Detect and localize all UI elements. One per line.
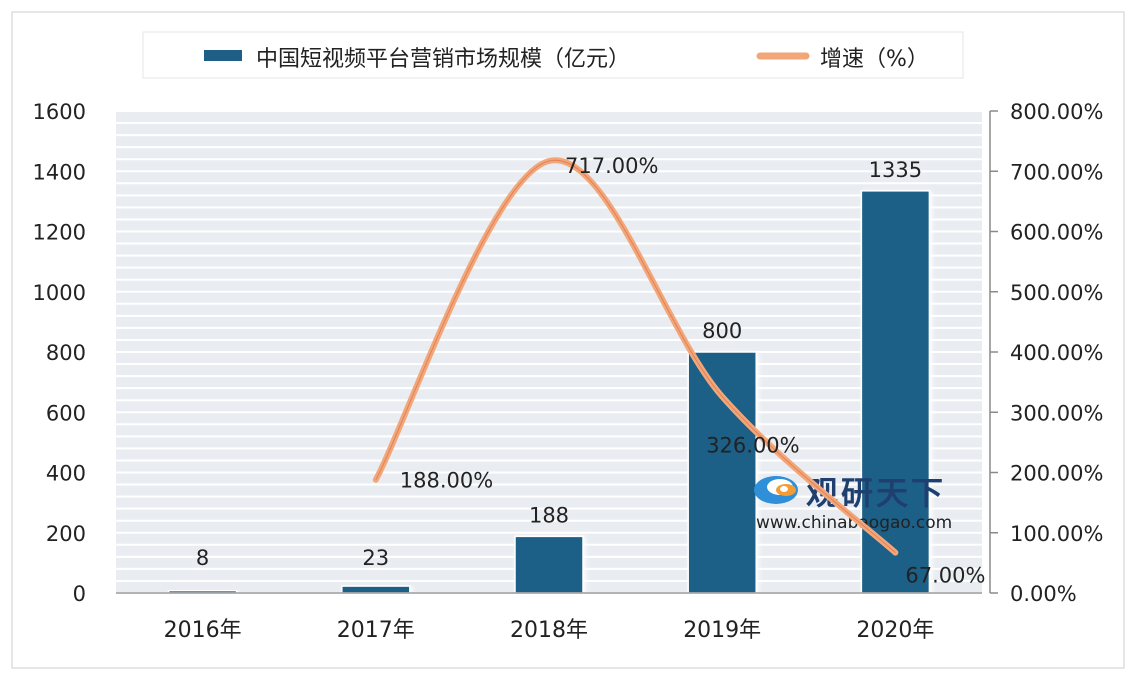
growth-value-label: 188.00% xyxy=(400,469,493,493)
legend-bar-swatch xyxy=(204,50,242,61)
watermark: 观研天下 www.chinabaogao.com xyxy=(754,474,952,533)
bar-value-label: 23 xyxy=(362,546,389,570)
bar-value-label: 188 xyxy=(529,503,569,527)
watermark-url: www.chinabaogao.com xyxy=(756,513,952,533)
y-right-tick-label: 600.00% xyxy=(1010,221,1103,245)
legend-line-label: 增速（%） xyxy=(820,47,929,72)
y-right-tick-label: 500.00% xyxy=(1010,281,1103,305)
legend-bar-label: 中国短视频平台营销市场规模（亿元） xyxy=(256,47,630,72)
growth-line-highlight xyxy=(375,159,896,554)
y-right-tick-label: 100.00% xyxy=(1010,522,1103,546)
y-left-tick-label: 600 xyxy=(46,401,86,425)
bar xyxy=(687,351,757,594)
bar-value-label: 800 xyxy=(702,319,742,343)
y-left-tick-label: 1200 xyxy=(33,221,86,245)
x-tick-label: 2020年 xyxy=(856,618,934,643)
y-left-tick-label: 1000 xyxy=(33,281,86,305)
x-tick-label: 2019年 xyxy=(683,618,761,643)
axes: 0 200 400 600 800 1000 1200 1400 1600 0.00% 100.00… xyxy=(33,100,1104,643)
y-right-tick-label: 700.00% xyxy=(1010,160,1103,184)
growth-value-label: 67.00% xyxy=(905,564,985,588)
y-right-tick-label: 400.00% xyxy=(1010,341,1103,365)
growth-line xyxy=(372,157,899,556)
legend-box xyxy=(142,31,964,79)
y-right-tick-label: 0.00% xyxy=(1010,582,1077,606)
watermark-logo-icon xyxy=(754,476,798,504)
bar xyxy=(860,190,931,594)
y-left-tick-label: 200 xyxy=(46,522,86,546)
y-right-tick-label: 300.00% xyxy=(1010,401,1103,425)
y-right-tick-label: 200.00% xyxy=(1010,462,1103,486)
bar-value-label: 8 xyxy=(196,546,209,570)
bar xyxy=(341,585,411,594)
growth-value-label: 326.00% xyxy=(706,434,799,458)
x-tick-label: 2017年 xyxy=(337,618,415,643)
y-left-tick-label: 0 xyxy=(73,582,86,606)
watermark-brand: 观研天下 xyxy=(806,474,946,512)
bars xyxy=(167,190,931,594)
y-right-tick-label: 800.00% xyxy=(1010,100,1103,124)
data-labels: 8 23 188 800 1335 188.00% 717.00% 326.00% 67.00% xyxy=(196,154,986,588)
x-tick-label: 2016年 xyxy=(164,618,242,643)
y-left-tick-label: 1400 xyxy=(33,160,86,184)
bar xyxy=(514,535,584,594)
grid-lines xyxy=(116,110,982,594)
growth-value-label: 717.00% xyxy=(565,154,658,178)
x-tick-label: 2018年 xyxy=(510,618,588,643)
y-left-tick-label: 400 xyxy=(46,462,86,486)
bar-value-label: 1335 xyxy=(869,158,922,182)
y-left-tick-label: 800 xyxy=(46,341,86,365)
y-left-tick-label: 1600 xyxy=(33,100,86,124)
